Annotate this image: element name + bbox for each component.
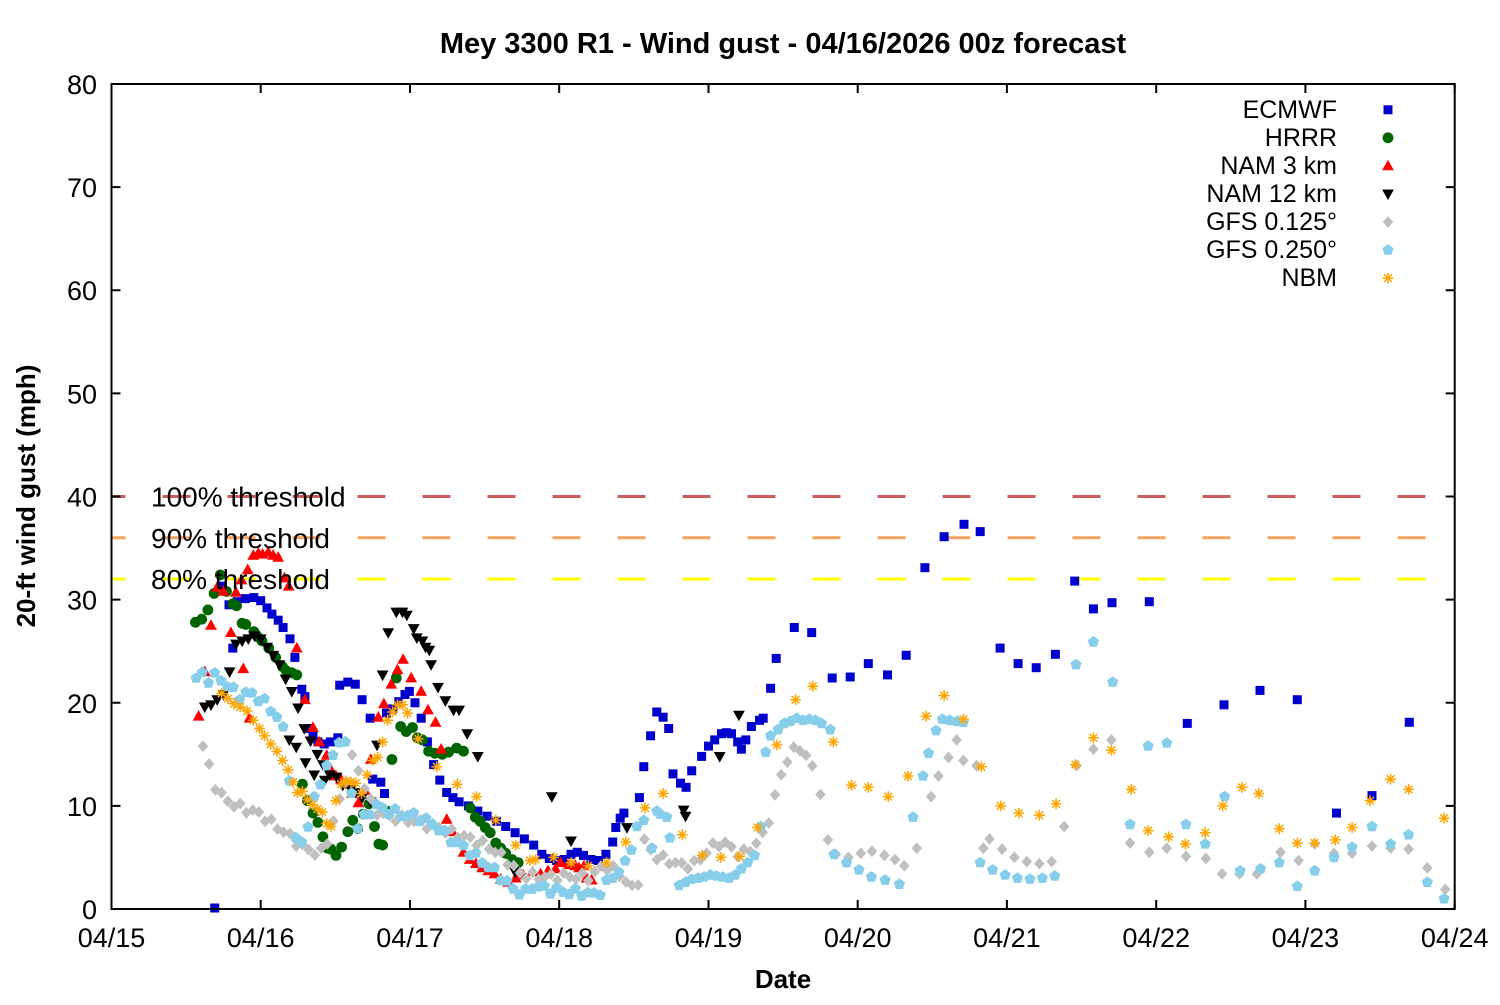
svg-text:20-ft wind gust (mph): 20-ft wind gust (mph) bbox=[11, 365, 41, 628]
svg-text:04/19: 04/19 bbox=[675, 923, 743, 953]
svg-text:04/15: 04/15 bbox=[78, 923, 146, 953]
svg-text:Mey 3300 R1 - Wind gust - 04/1: Mey 3300 R1 - Wind gust - 04/16/2026 00z… bbox=[440, 28, 1127, 60]
svg-text:04/17: 04/17 bbox=[376, 923, 444, 953]
svg-text:0: 0 bbox=[82, 895, 97, 925]
svg-text:40: 40 bbox=[67, 483, 97, 513]
svg-text:10: 10 bbox=[67, 792, 97, 822]
svg-text:GFS 0.125°: GFS 0.125° bbox=[1206, 208, 1337, 236]
svg-text:80: 80 bbox=[67, 70, 97, 100]
svg-text:80% threshold: 80% threshold bbox=[151, 564, 330, 595]
svg-text:100% threshold: 100% threshold bbox=[151, 482, 346, 513]
svg-text:NAM 3 km: NAM 3 km bbox=[1220, 152, 1337, 180]
svg-text:NBM: NBM bbox=[1281, 264, 1337, 292]
svg-text:30: 30 bbox=[67, 586, 97, 616]
svg-text:04/24: 04/24 bbox=[1421, 923, 1489, 953]
svg-text:50: 50 bbox=[67, 379, 97, 409]
svg-text:60: 60 bbox=[67, 276, 97, 306]
svg-text:04/16: 04/16 bbox=[227, 923, 295, 953]
svg-text:04/20: 04/20 bbox=[824, 923, 892, 953]
svg-text:GFS 0.250°: GFS 0.250° bbox=[1206, 236, 1337, 264]
svg-text:04/18: 04/18 bbox=[525, 923, 593, 953]
svg-text:HRRR: HRRR bbox=[1265, 124, 1337, 152]
svg-text:ECMWF: ECMWF bbox=[1243, 96, 1337, 124]
svg-text:04/22: 04/22 bbox=[1122, 923, 1190, 953]
svg-text:Date: Date bbox=[755, 964, 811, 994]
svg-text:04/23: 04/23 bbox=[1272, 923, 1340, 953]
svg-text:NAM 12 km: NAM 12 km bbox=[1206, 180, 1337, 208]
svg-text:90% threshold: 90% threshold bbox=[151, 523, 330, 554]
svg-text:70: 70 bbox=[67, 173, 97, 203]
svg-text:04/21: 04/21 bbox=[973, 923, 1041, 953]
svg-text:20: 20 bbox=[67, 689, 97, 719]
